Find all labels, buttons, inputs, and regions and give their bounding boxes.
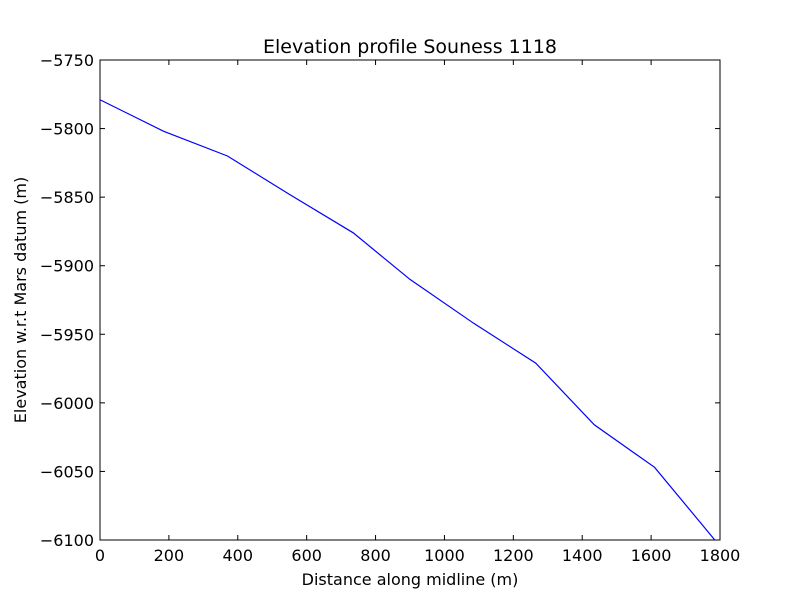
x-tick-label: 400 (223, 546, 254, 565)
y-axis-label: Elevation w.r.t Mars datum (m) (11, 177, 30, 423)
x-tick-label: 600 (291, 546, 322, 565)
x-tick-label: 1000 (424, 546, 465, 565)
x-tick-label: 1400 (562, 546, 603, 565)
y-tick-label: −6000 (40, 394, 94, 413)
x-tick-label: 1600 (631, 546, 672, 565)
x-tick-label: 200 (154, 546, 185, 565)
y-tick-label: −5850 (40, 188, 94, 207)
x-tick-label: 1800 (700, 546, 741, 565)
x-tick-label: 800 (360, 546, 391, 565)
x-axis-label: Distance along midline (m) (302, 570, 519, 589)
elevation-series-line (99, 99, 716, 541)
y-tick-label: −5950 (40, 325, 94, 344)
plot-area-frame (99, 59, 721, 541)
y-tick-label: −5750 (40, 51, 94, 70)
y-tick-label: −6100 (40, 531, 94, 550)
y-axis: −5750 −5800 −5850 −5900 −5950 −6000 −6050 −6100 (40, 51, 720, 550)
y-tick-label: −5900 (40, 257, 94, 276)
series-layer (99, 99, 716, 541)
x-axis: 0 200 400 600 800 1000 1200 1400 1600 1800 (95, 60, 740, 565)
x-tick-label: 1200 (493, 546, 534, 565)
x-tick-label: 0 (95, 546, 105, 565)
y-tick-label: −5800 (40, 120, 94, 139)
chart-title: Elevation profile Souness 1118 (263, 36, 557, 58)
y-tick-label: −6050 (40, 462, 94, 481)
